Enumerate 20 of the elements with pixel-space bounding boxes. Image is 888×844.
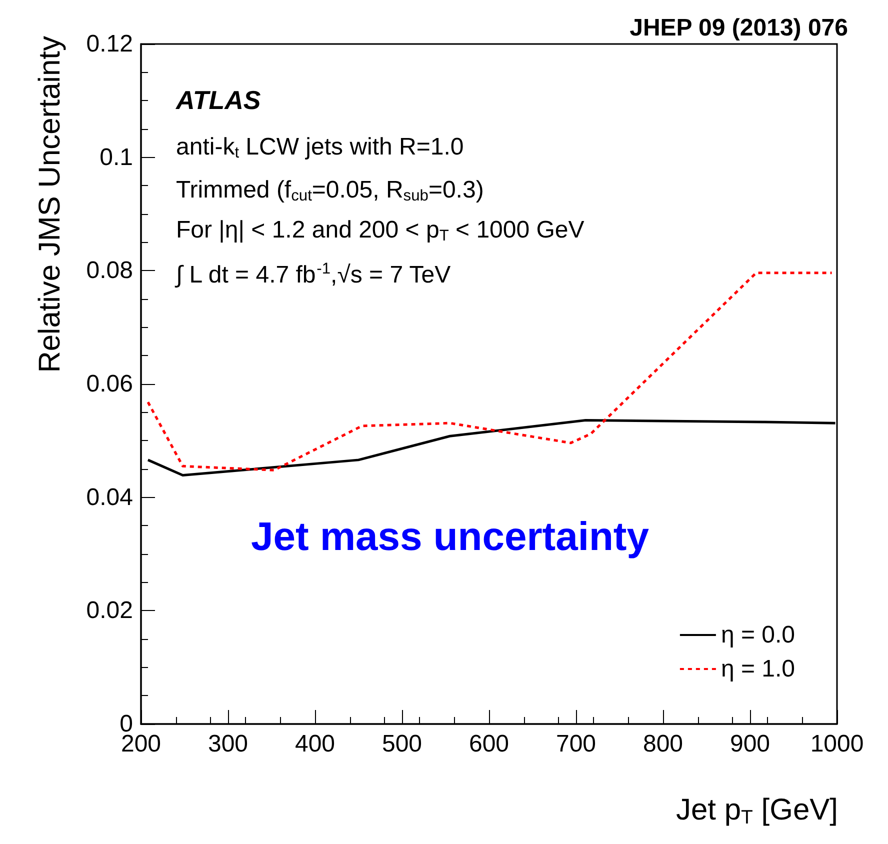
legend-label: η = 1.0 xyxy=(720,656,795,682)
x-tick-label: 1000 xyxy=(810,730,864,758)
annotation: Jet mass uncertainty xyxy=(251,515,650,559)
y-tick-label: 0.06 xyxy=(86,370,133,398)
x-tick-label: 900 xyxy=(730,730,770,758)
y-tick-label: 0.04 xyxy=(86,484,133,511)
y-tick-label: 0.08 xyxy=(86,257,133,284)
x-tick-label: 600 xyxy=(468,730,510,758)
text: JHEP 09 (2013) 076 xyxy=(630,14,848,42)
y-tick-label: 0.02 xyxy=(86,597,133,624)
y-tick-label: 0.12 xyxy=(86,30,133,58)
x-tick-label: 500 xyxy=(382,730,422,758)
y-axis-title: Relative JMS Uncertainty xyxy=(34,36,66,373)
y-tick-label: 0.1 xyxy=(100,144,133,171)
annotation: ATLAS xyxy=(175,85,262,115)
x-tick-label: 800 xyxy=(642,730,684,758)
legend-label: η = 0.0 xyxy=(720,622,795,648)
x-tick-label: 400 xyxy=(294,730,336,758)
x-tick-label: 300 xyxy=(208,730,248,758)
x-tick-label: 700 xyxy=(556,730,596,758)
